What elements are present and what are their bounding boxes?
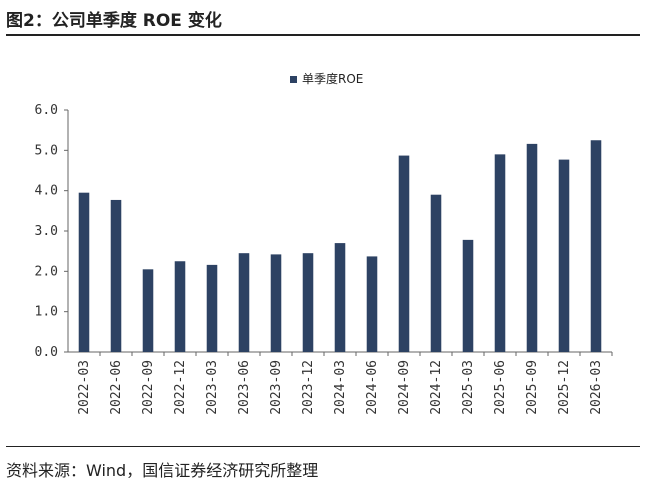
x-tick-label: 2025-03 xyxy=(461,360,476,415)
y-tick-label: 3.0 xyxy=(35,224,58,239)
x-tick-label: 2025-12 xyxy=(557,360,572,415)
title-rule xyxy=(6,34,640,36)
bar xyxy=(302,253,314,352)
x-tick-label: 2023-06 xyxy=(237,360,252,415)
x-tick-label: 2026-03 xyxy=(589,360,604,415)
bar xyxy=(494,154,506,352)
y-tick-label: 2.0 xyxy=(35,264,58,279)
x-tick-label: 2023-09 xyxy=(269,360,284,415)
x-tick-label: 2024-09 xyxy=(397,360,412,415)
x-tick-label: 2024-03 xyxy=(333,360,348,415)
x-tick-label: 2023-03 xyxy=(205,360,220,415)
x-tick-label: 2024-06 xyxy=(365,360,380,415)
bar xyxy=(270,254,282,352)
y-tick-label: 6.0 xyxy=(35,103,58,118)
bar xyxy=(110,199,122,352)
bar xyxy=(558,159,570,352)
source-note: 资料来源：Wind，国信证券经济研究所整理 xyxy=(6,461,319,480)
bar xyxy=(462,239,474,352)
bar-chart: 0.0 1.0 2.0 3.0 4.0 5.0 6.0 2022-03 2022-06 2022-… xyxy=(35,71,613,415)
bar xyxy=(238,253,250,352)
legend-label: 单季度ROE xyxy=(302,71,363,86)
x-tick-label: 2025-06 xyxy=(493,360,508,415)
bar xyxy=(206,264,218,352)
bar xyxy=(526,143,538,352)
bar xyxy=(366,256,378,352)
bar xyxy=(174,261,186,352)
bar xyxy=(398,155,410,352)
x-tick-label: 2022-12 xyxy=(173,360,188,415)
bar xyxy=(590,140,602,352)
y-tick-label: 0.0 xyxy=(35,345,58,360)
x-tick-label: 2023-12 xyxy=(301,360,316,415)
y-tick-label: 5.0 xyxy=(35,143,58,158)
legend-swatch xyxy=(290,76,297,83)
x-tick-label: 2022-06 xyxy=(109,360,124,415)
x-tick-label: 2022-03 xyxy=(77,360,92,415)
x-tick-label: 2022-09 xyxy=(141,360,156,415)
y-tick-label: 4.0 xyxy=(35,184,58,199)
bar xyxy=(430,194,442,352)
figure-title: 图2：公司单季度 ROE 变化 xyxy=(6,11,222,31)
bar xyxy=(142,269,154,352)
source-rule xyxy=(6,446,640,447)
x-tick-label: 2024-12 xyxy=(429,360,444,415)
bar xyxy=(334,243,346,352)
x-tick-label: 2025-09 xyxy=(525,360,540,415)
y-tick-label: 1.0 xyxy=(35,305,58,320)
bar xyxy=(78,192,90,352)
